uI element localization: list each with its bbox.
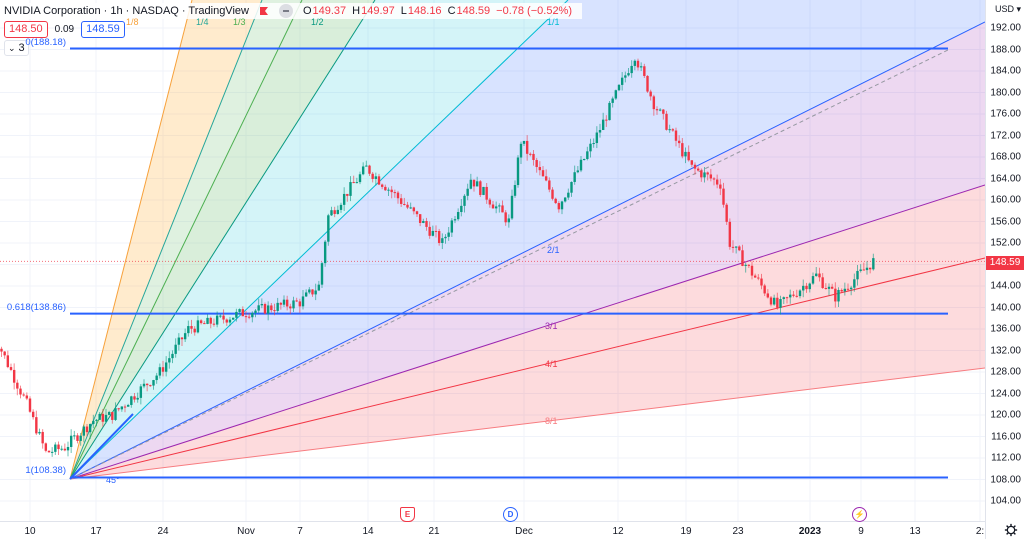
- gann-fan-label: 1/2: [311, 17, 324, 27]
- time-tick: 13: [909, 526, 921, 537]
- time-tick: Dec: [515, 526, 533, 537]
- bid-ask-row: 148.50 0.09 148.59: [4, 21, 125, 38]
- low-value: 148.16: [407, 5, 442, 17]
- price-tick: 172.00: [990, 130, 1021, 141]
- change-value: −0.78 (−0.52%): [496, 5, 573, 17]
- price-tick: 192.00: [990, 22, 1021, 34]
- price-tick: 128.00: [990, 366, 1021, 378]
- time-tick: 9: [858, 526, 864, 537]
- price-axis[interactable]: USD ▾ 192.00 188.00 184.00 180.00 176.00 172.…: [985, 0, 1024, 539]
- gann-fan-label: 45°: [106, 475, 120, 485]
- price-tick: 176.00: [990, 108, 1021, 120]
- time-tick: 17: [90, 526, 102, 537]
- indicators-toggle-button[interactable]: ⌄ 3: [4, 40, 29, 56]
- price-tick: 168.00: [990, 151, 1021, 163]
- currency-selector[interactable]: USD ▾: [994, 4, 1021, 14]
- price-tick: 144.00: [990, 280, 1021, 292]
- price-tick: 104.00: [990, 495, 1021, 507]
- collapse-legend-icon[interactable]: [278, 4, 293, 18]
- price-tick: 120.00: [990, 409, 1021, 421]
- price-tick: 124.00: [990, 388, 1021, 399]
- price-tick: 180.00: [990, 87, 1021, 98]
- chart-canvas[interactable]: [0, 0, 985, 521]
- flag-icon[interactable]: [259, 6, 269, 16]
- time-tick: 12: [612, 526, 624, 537]
- dividend-event-icon[interactable]: D: [503, 507, 518, 522]
- low-label: L: [400, 5, 407, 17]
- fib-level-label: 1(108.38): [25, 465, 66, 477]
- high-value: 149.97: [361, 5, 395, 17]
- price-tick: 156.00: [990, 216, 1021, 227]
- high-label: H: [352, 5, 361, 17]
- time-tick: 24: [157, 526, 169, 537]
- sell-button[interactable]: 148.50: [4, 21, 48, 38]
- time-tick: 2023: [798, 526, 822, 537]
- price-tick: 136.00: [990, 323, 1021, 335]
- close-label: C: [447, 5, 456, 17]
- time-tick: 19: [680, 526, 692, 537]
- gann-fan-label: 1/1: [547, 17, 560, 27]
- time-tick: 14: [362, 526, 374, 537]
- time-axis[interactable]: 10 17 24 Nov 7 14 21 Dec 12 19 23 2023 9 13 2:: [0, 521, 985, 540]
- last-price-label: 148.59: [986, 256, 1024, 270]
- symbol-title[interactable]: NVIDIA Corporation · 1h · NASDAQ · Tradi…: [4, 5, 249, 17]
- price-tick: 108.00: [990, 474, 1021, 485]
- price-tick: 164.00: [990, 173, 1021, 184]
- time-tick: Nov: [237, 526, 255, 537]
- time-tick: 10: [24, 526, 36, 537]
- gann-fan-label: 2/1: [547, 245, 560, 255]
- gann-fan-label: 4/1: [545, 359, 558, 369]
- time-tick: 23: [732, 526, 744, 537]
- time-tick: 21: [428, 526, 440, 537]
- buy-button[interactable]: 148.59: [81, 21, 125, 38]
- split-event-icon[interactable]: ⚡: [852, 507, 867, 522]
- price-tick: 152.00: [990, 237, 1021, 249]
- gear-icon[interactable]: [1004, 523, 1018, 537]
- gann-fan-label: 1/8: [126, 17, 139, 27]
- time-tick: 2:: [975, 526, 985, 537]
- price-tick: 184.00: [990, 65, 1021, 77]
- fib-level-label: 0(188.18): [25, 36, 66, 48]
- gann-fan-label: 1/3: [233, 17, 246, 27]
- fib-level-label: 0.618(138.86): [6, 301, 66, 313]
- price-tick: 140.00: [990, 302, 1021, 313]
- price-tick: 112.00: [991, 452, 1021, 464]
- chevron-down-icon: ⌄: [8, 42, 16, 53]
- price-tick: 116.00: [991, 431, 1021, 442]
- close-value: 148.59: [456, 5, 491, 17]
- gann-fan-label: 3/1: [545, 321, 558, 331]
- open-label: O: [302, 5, 312, 17]
- price-tick: 160.00: [990, 194, 1021, 206]
- symbol-legend: NVIDIA Corporation · 1h · NASDAQ · Tradi…: [4, 3, 583, 19]
- spread-value: 0.09: [54, 24, 75, 35]
- time-tick: 7: [297, 526, 303, 537]
- earnings-event-icon[interactable]: E: [400, 507, 415, 522]
- price-tick: 132.00: [990, 345, 1021, 356]
- open-value: 149.37: [312, 5, 347, 17]
- gann-fan-label: 8/1: [545, 416, 558, 426]
- gann-fan-label: 1/4: [196, 17, 209, 27]
- indicators-count: 3: [18, 42, 25, 54]
- price-tick: 188.00: [990, 44, 1021, 55]
